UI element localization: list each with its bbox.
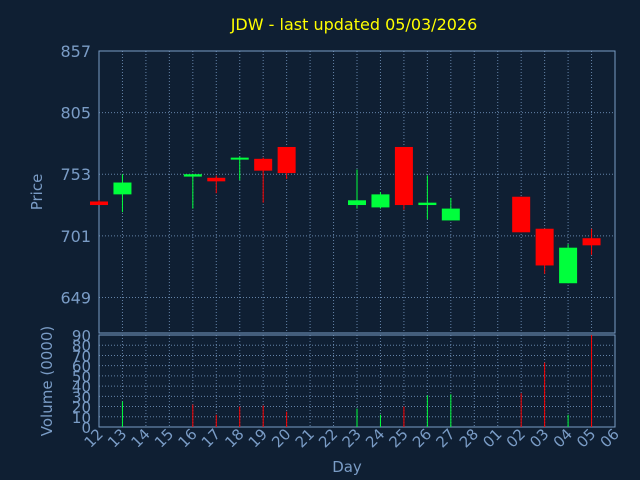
x-tick-label: 15 — [151, 425, 177, 451]
price-tick-label: 701 — [60, 227, 91, 246]
x-tick-label: 28 — [456, 425, 482, 451]
price-tick-label: 753 — [60, 165, 91, 184]
x-tick-label: 23 — [339, 425, 365, 451]
x-tick-label: 01 — [479, 425, 505, 451]
volume-tick-label: 40 — [72, 378, 91, 396]
volume-tick-label: 10 — [72, 409, 91, 427]
price-tick-label: 857 — [60, 42, 91, 61]
candle-body-up — [348, 200, 366, 206]
candle-body-down — [254, 158, 273, 171]
candle-body-up — [559, 247, 578, 284]
volume-tick-label: 70 — [72, 347, 91, 365]
x-tick-label: 19 — [245, 425, 271, 451]
volume-tick-label: 30 — [72, 388, 91, 406]
price-tick-label: 649 — [60, 288, 91, 307]
volume-tick-label: 60 — [72, 358, 91, 376]
x-tick-label: 17 — [198, 425, 224, 451]
x-tick-label: 27 — [432, 425, 458, 451]
candle-body-up — [371, 194, 390, 208]
candle-body-down — [535, 228, 554, 266]
x-tick-label: 03 — [526, 425, 552, 451]
x-tick-label: 22 — [315, 425, 341, 451]
x-tick-label: 24 — [362, 425, 388, 451]
candle-body-down — [277, 146, 296, 174]
x-tick-label: 13 — [104, 425, 130, 451]
price-axis-label: Price — [28, 174, 46, 211]
candle-body-up — [183, 174, 202, 177]
x-tick-label: 18 — [221, 425, 247, 451]
x-tick-label: 05 — [573, 425, 599, 451]
x-axis-label: Day — [332, 458, 362, 476]
x-tick-label: 26 — [409, 425, 435, 451]
volume-tick-label: 50 — [72, 368, 91, 386]
x-tick-label: 20 — [268, 425, 294, 451]
chart-title: JDW - last updated 05/03/2026 — [230, 15, 478, 34]
candle-body-down — [394, 146, 413, 206]
candle-body-up — [113, 182, 132, 195]
x-tick-label: 21 — [292, 425, 318, 451]
volume-axis-label: Volume (0000) — [38, 326, 56, 436]
x-tick-label: 02 — [503, 425, 529, 451]
price-tick-label: 805 — [60, 104, 91, 123]
volume-tick-label: 80 — [72, 337, 91, 355]
candle-body-down — [207, 177, 226, 182]
candle-body-up — [230, 157, 249, 160]
x-tick-label: 04 — [550, 425, 576, 451]
candle-body-up — [441, 208, 460, 221]
x-tick-label: 14 — [128, 425, 154, 451]
candle-body-up — [418, 202, 437, 206]
candle-body-down — [90, 201, 108, 206]
volume-tick-label: 20 — [72, 399, 91, 417]
candle-body-down — [582, 238, 601, 246]
candle-body-down — [512, 196, 531, 233]
x-tick-label: 25 — [386, 425, 412, 451]
volume-tick-label: 90 — [72, 327, 91, 345]
x-tick-label: 06 — [597, 425, 623, 451]
x-tick-label: 16 — [174, 425, 200, 451]
volume-tick-label: 0 — [81, 419, 91, 437]
